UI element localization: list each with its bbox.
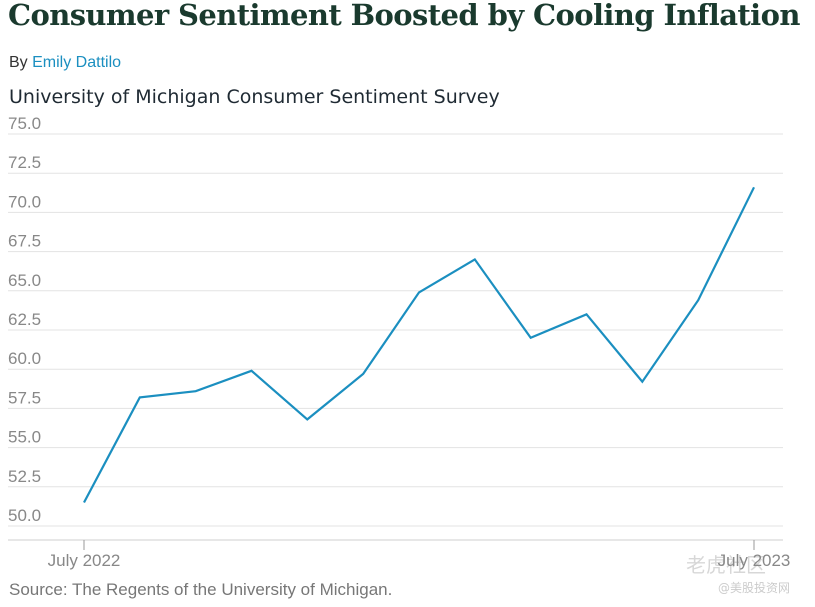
y-axis-ticks: 50.0 52.5 55.0 57.5 60.0 62.5 65.0 67.5 70.0 72.5… [8,114,41,525]
data-point[interactable] [415,288,423,296]
y-tick-label: 70.0 [8,192,41,211]
x-tick-label: July 2023 [718,551,791,570]
data-point[interactable] [638,378,646,386]
y-tick-label: 55.0 [8,428,41,447]
data-point[interactable] [136,393,144,401]
x-axis-ticks: July 2022 July 2023 [48,540,791,570]
y-tick-label: 52.5 [8,467,41,486]
headline: Consumer Sentiment Boosted by Cooling In… [8,0,800,32]
byline-prefix: By [9,54,28,71]
line-chart: 50.0 52.5 55.0 57.5 60.0 62.5 65.0 67.5 70.0 72.5… [8,114,791,570]
y-tick-label: 72.5 [8,153,41,172]
series-line [83,186,755,504]
y-tick-label: 62.5 [8,310,41,329]
y-tick-label: 57.5 [8,388,41,407]
data-point[interactable] [694,296,702,304]
y-tick-label: 75.0 [8,114,41,133]
data-point[interactable] [583,310,591,318]
data-point[interactable] [527,334,535,342]
data-point[interactable] [359,370,367,378]
data-point[interactable] [80,498,88,506]
byline: By Emily Dattilo [9,54,121,72]
series-layer [80,183,758,506]
y-tick-label: 60.0 [8,349,41,368]
data-point[interactable] [750,183,758,191]
data-point[interactable] [192,387,200,395]
watermark-handle: @美股投资网 [718,581,791,595]
source-note: Source: The Regents of the University of… [9,580,393,599]
x-tick-label: July 2022 [48,551,121,570]
author-link[interactable]: Emily Dattilo [32,54,122,71]
data-point[interactable] [471,255,479,263]
watermark-text: 老虎社区 [686,553,766,577]
chart-title: University of Michigan Consumer Sentimen… [9,86,500,108]
gridlines [8,133,783,541]
y-tick-label: 50.0 [8,506,41,525]
y-tick-label: 67.5 [8,232,41,251]
y-tick-label: 65.0 [8,271,41,290]
data-point[interactable] [303,415,311,423]
data-point[interactable] [248,367,256,375]
